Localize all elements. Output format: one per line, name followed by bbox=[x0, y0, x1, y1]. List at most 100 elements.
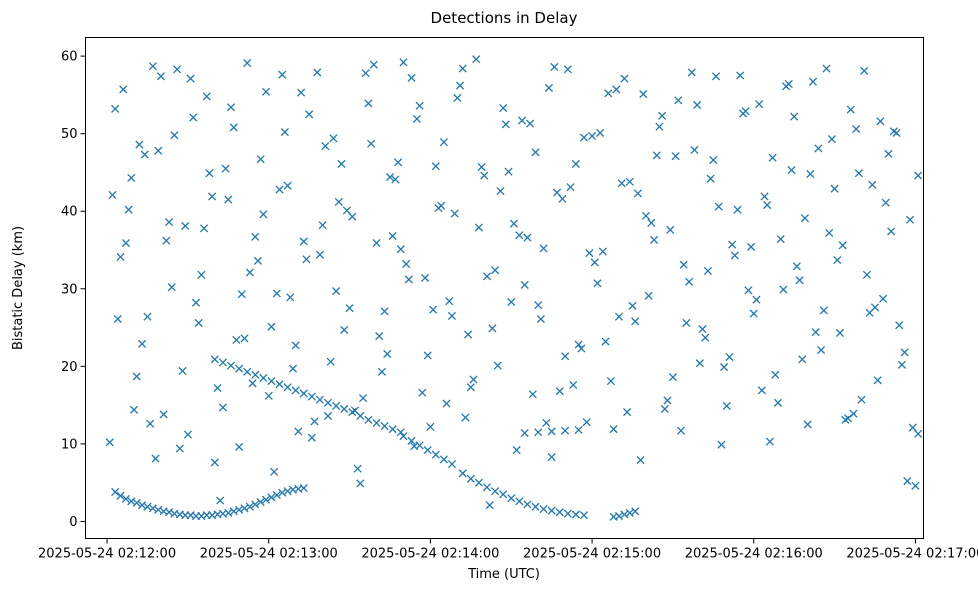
data-point bbox=[485, 501, 494, 510]
data-point bbox=[614, 511, 624, 521]
data-point bbox=[407, 73, 416, 82]
data-point bbox=[477, 162, 486, 172]
data-point bbox=[245, 502, 254, 511]
data-point bbox=[235, 505, 244, 514]
data-point bbox=[369, 60, 378, 69]
data-point bbox=[151, 454, 160, 463]
data-point bbox=[350, 406, 360, 415]
data-point bbox=[420, 273, 430, 282]
data-point bbox=[270, 467, 279, 476]
data-point bbox=[434, 204, 443, 213]
data-point bbox=[315, 250, 324, 259]
data-point bbox=[523, 500, 532, 509]
data-point bbox=[431, 450, 440, 459]
data-point bbox=[235, 364, 244, 373]
data-point bbox=[391, 175, 400, 184]
data-point bbox=[547, 427, 556, 436]
data-point bbox=[614, 312, 624, 321]
data-point bbox=[547, 453, 556, 462]
data-point bbox=[542, 418, 551, 428]
data-point bbox=[119, 85, 128, 94]
data-point bbox=[143, 312, 152, 321]
data-point bbox=[364, 99, 373, 108]
data-point bbox=[714, 202, 723, 211]
data-point bbox=[531, 502, 540, 511]
data-point bbox=[315, 395, 324, 404]
data-point bbox=[690, 145, 699, 155]
data-point bbox=[372, 238, 381, 248]
data-point bbox=[461, 413, 470, 422]
data-point bbox=[442, 399, 451, 408]
data-point bbox=[232, 335, 241, 345]
x-axis: 2025-05-24 02:12:00 2025-05-24 02:13:00 20… bbox=[38, 538, 978, 562]
data-point bbox=[210, 458, 219, 467]
data-point bbox=[326, 357, 335, 366]
data-point bbox=[256, 497, 265, 507]
data-point bbox=[173, 65, 182, 74]
data-point bbox=[873, 376, 882, 385]
data-point bbox=[116, 491, 125, 500]
data-point bbox=[499, 104, 508, 113]
data-point bbox=[501, 120, 510, 129]
data-point bbox=[302, 255, 311, 264]
data-point bbox=[237, 290, 246, 299]
data-point bbox=[375, 332, 384, 341]
data-point bbox=[272, 289, 281, 298]
data-point bbox=[108, 190, 117, 199]
data-point bbox=[455, 81, 465, 90]
data-point bbox=[224, 195, 233, 204]
data-point bbox=[854, 169, 863, 178]
data-point bbox=[447, 459, 457, 469]
data-point bbox=[466, 383, 475, 392]
y-tick-label: 60 bbox=[61, 50, 78, 65]
data-point bbox=[380, 421, 389, 431]
data-point bbox=[178, 366, 187, 376]
data-point bbox=[517, 116, 527, 125]
data-point bbox=[439, 455, 448, 464]
data-point bbox=[423, 446, 432, 455]
data-point bbox=[571, 510, 580, 519]
data-point bbox=[544, 83, 554, 92]
data-point bbox=[167, 283, 176, 292]
data-point bbox=[905, 215, 915, 224]
data-point bbox=[224, 508, 233, 517]
x-tick-label: 2025-05-24 02:12:00 bbox=[38, 547, 176, 562]
data-point bbox=[520, 428, 529, 438]
data-point bbox=[701, 333, 710, 342]
data-point bbox=[482, 272, 492, 281]
data-point bbox=[569, 380, 578, 390]
y-tick-label: 20 bbox=[61, 360, 78, 375]
data-point bbox=[143, 502, 152, 511]
data-point bbox=[423, 351, 432, 360]
data-point bbox=[639, 90, 648, 99]
data-point bbox=[561, 426, 570, 435]
data-point bbox=[806, 169, 815, 179]
data-point bbox=[321, 142, 330, 151]
data-point bbox=[722, 401, 731, 410]
data-point bbox=[278, 488, 287, 497]
data-point bbox=[555, 508, 564, 517]
data-point bbox=[439, 138, 448, 147]
data-point bbox=[590, 258, 599, 267]
data-point bbox=[140, 150, 149, 159]
data-point bbox=[612, 85, 621, 94]
data-point bbox=[779, 285, 788, 294]
data-point bbox=[703, 266, 712, 275]
plot-frame bbox=[85, 37, 924, 539]
data-point bbox=[127, 497, 136, 506]
data-point bbox=[113, 314, 122, 324]
data-point bbox=[332, 287, 341, 296]
data-point bbox=[286, 293, 295, 302]
data-point bbox=[800, 214, 810, 223]
data-point bbox=[674, 96, 683, 105]
data-point bbox=[380, 307, 389, 316]
data-point bbox=[803, 420, 812, 429]
data-point bbox=[647, 218, 656, 227]
data-point bbox=[504, 167, 513, 176]
data-point bbox=[676, 426, 686, 435]
data-point bbox=[631, 507, 640, 516]
data-point bbox=[914, 171, 923, 180]
data-point bbox=[633, 189, 642, 198]
data-point bbox=[862, 270, 871, 279]
data-point bbox=[897, 360, 907, 369]
